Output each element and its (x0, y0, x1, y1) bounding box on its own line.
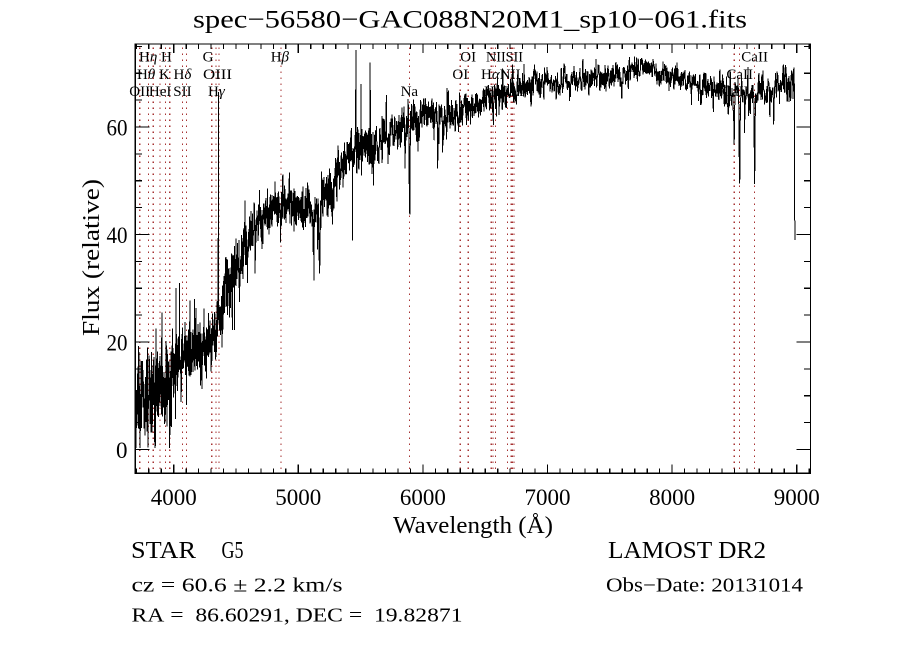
svg-text:CaII: CaII (741, 50, 768, 66)
svg-text:Flux (relative): Flux (relative) (79, 179, 105, 336)
svg-text:HαNII: HαNII (481, 67, 521, 83)
svg-text:20: 20 (107, 331, 128, 356)
svg-text:Hγ: Hγ (208, 84, 226, 100)
svg-text:5000: 5000 (275, 485, 321, 510)
svg-text:STAR: STAR (131, 538, 196, 564)
svg-text:LAMOST DR2: LAMOST DR2 (608, 538, 766, 564)
svg-text:G: G (203, 50, 214, 66)
svg-text:OIII: OIII (203, 67, 232, 83)
svg-text:NIISII: NIISII (486, 50, 523, 66)
svg-text:7000: 7000 (525, 485, 571, 510)
svg-text:cz = 60.6 ± 2.2 km/s: cz = 60.6 ± 2.2 km/s (132, 575, 343, 597)
svg-text:Hθ K Hδ: Hθ K Hδ (137, 67, 192, 83)
svg-text:RA = 86.60291, DEC = 19.8287: RA = 86.60291, DEC = 19.82871 (132, 605, 463, 627)
svg-text:G5: G5 (222, 538, 244, 564)
svg-text:9000: 9000 (774, 485, 820, 510)
svg-text:Na: Na (401, 84, 419, 100)
svg-text:OI: OI (452, 67, 468, 83)
svg-text:6000: 6000 (400, 485, 446, 510)
svg-text:CaII: CaII (726, 67, 753, 83)
svg-text:HeI: HeI (149, 84, 172, 100)
svg-text:60: 60 (107, 116, 128, 141)
svg-text:0: 0 (116, 438, 128, 463)
svg-text:OI: OI (460, 50, 476, 66)
svg-text:Obs−Date: 20131014: Obs−Date: 20131014 (606, 575, 803, 597)
svg-text:4000: 4000 (151, 485, 197, 510)
svg-text:40: 40 (107, 223, 128, 248)
svg-text:spec−56580−GAC088N20M1_sp10−06: spec−56580−GAC088N20M1_sp10−061.fits (193, 7, 747, 34)
svg-text:Hβ: Hβ (271, 50, 290, 66)
svg-text:8000: 8000 (649, 485, 695, 510)
svg-text:Wavelength (Å): Wavelength (Å) (393, 513, 553, 539)
svg-text:Hη H: Hη H (139, 50, 172, 66)
svg-text:OII: OII (129, 84, 150, 100)
svg-text:SII: SII (173, 84, 191, 100)
